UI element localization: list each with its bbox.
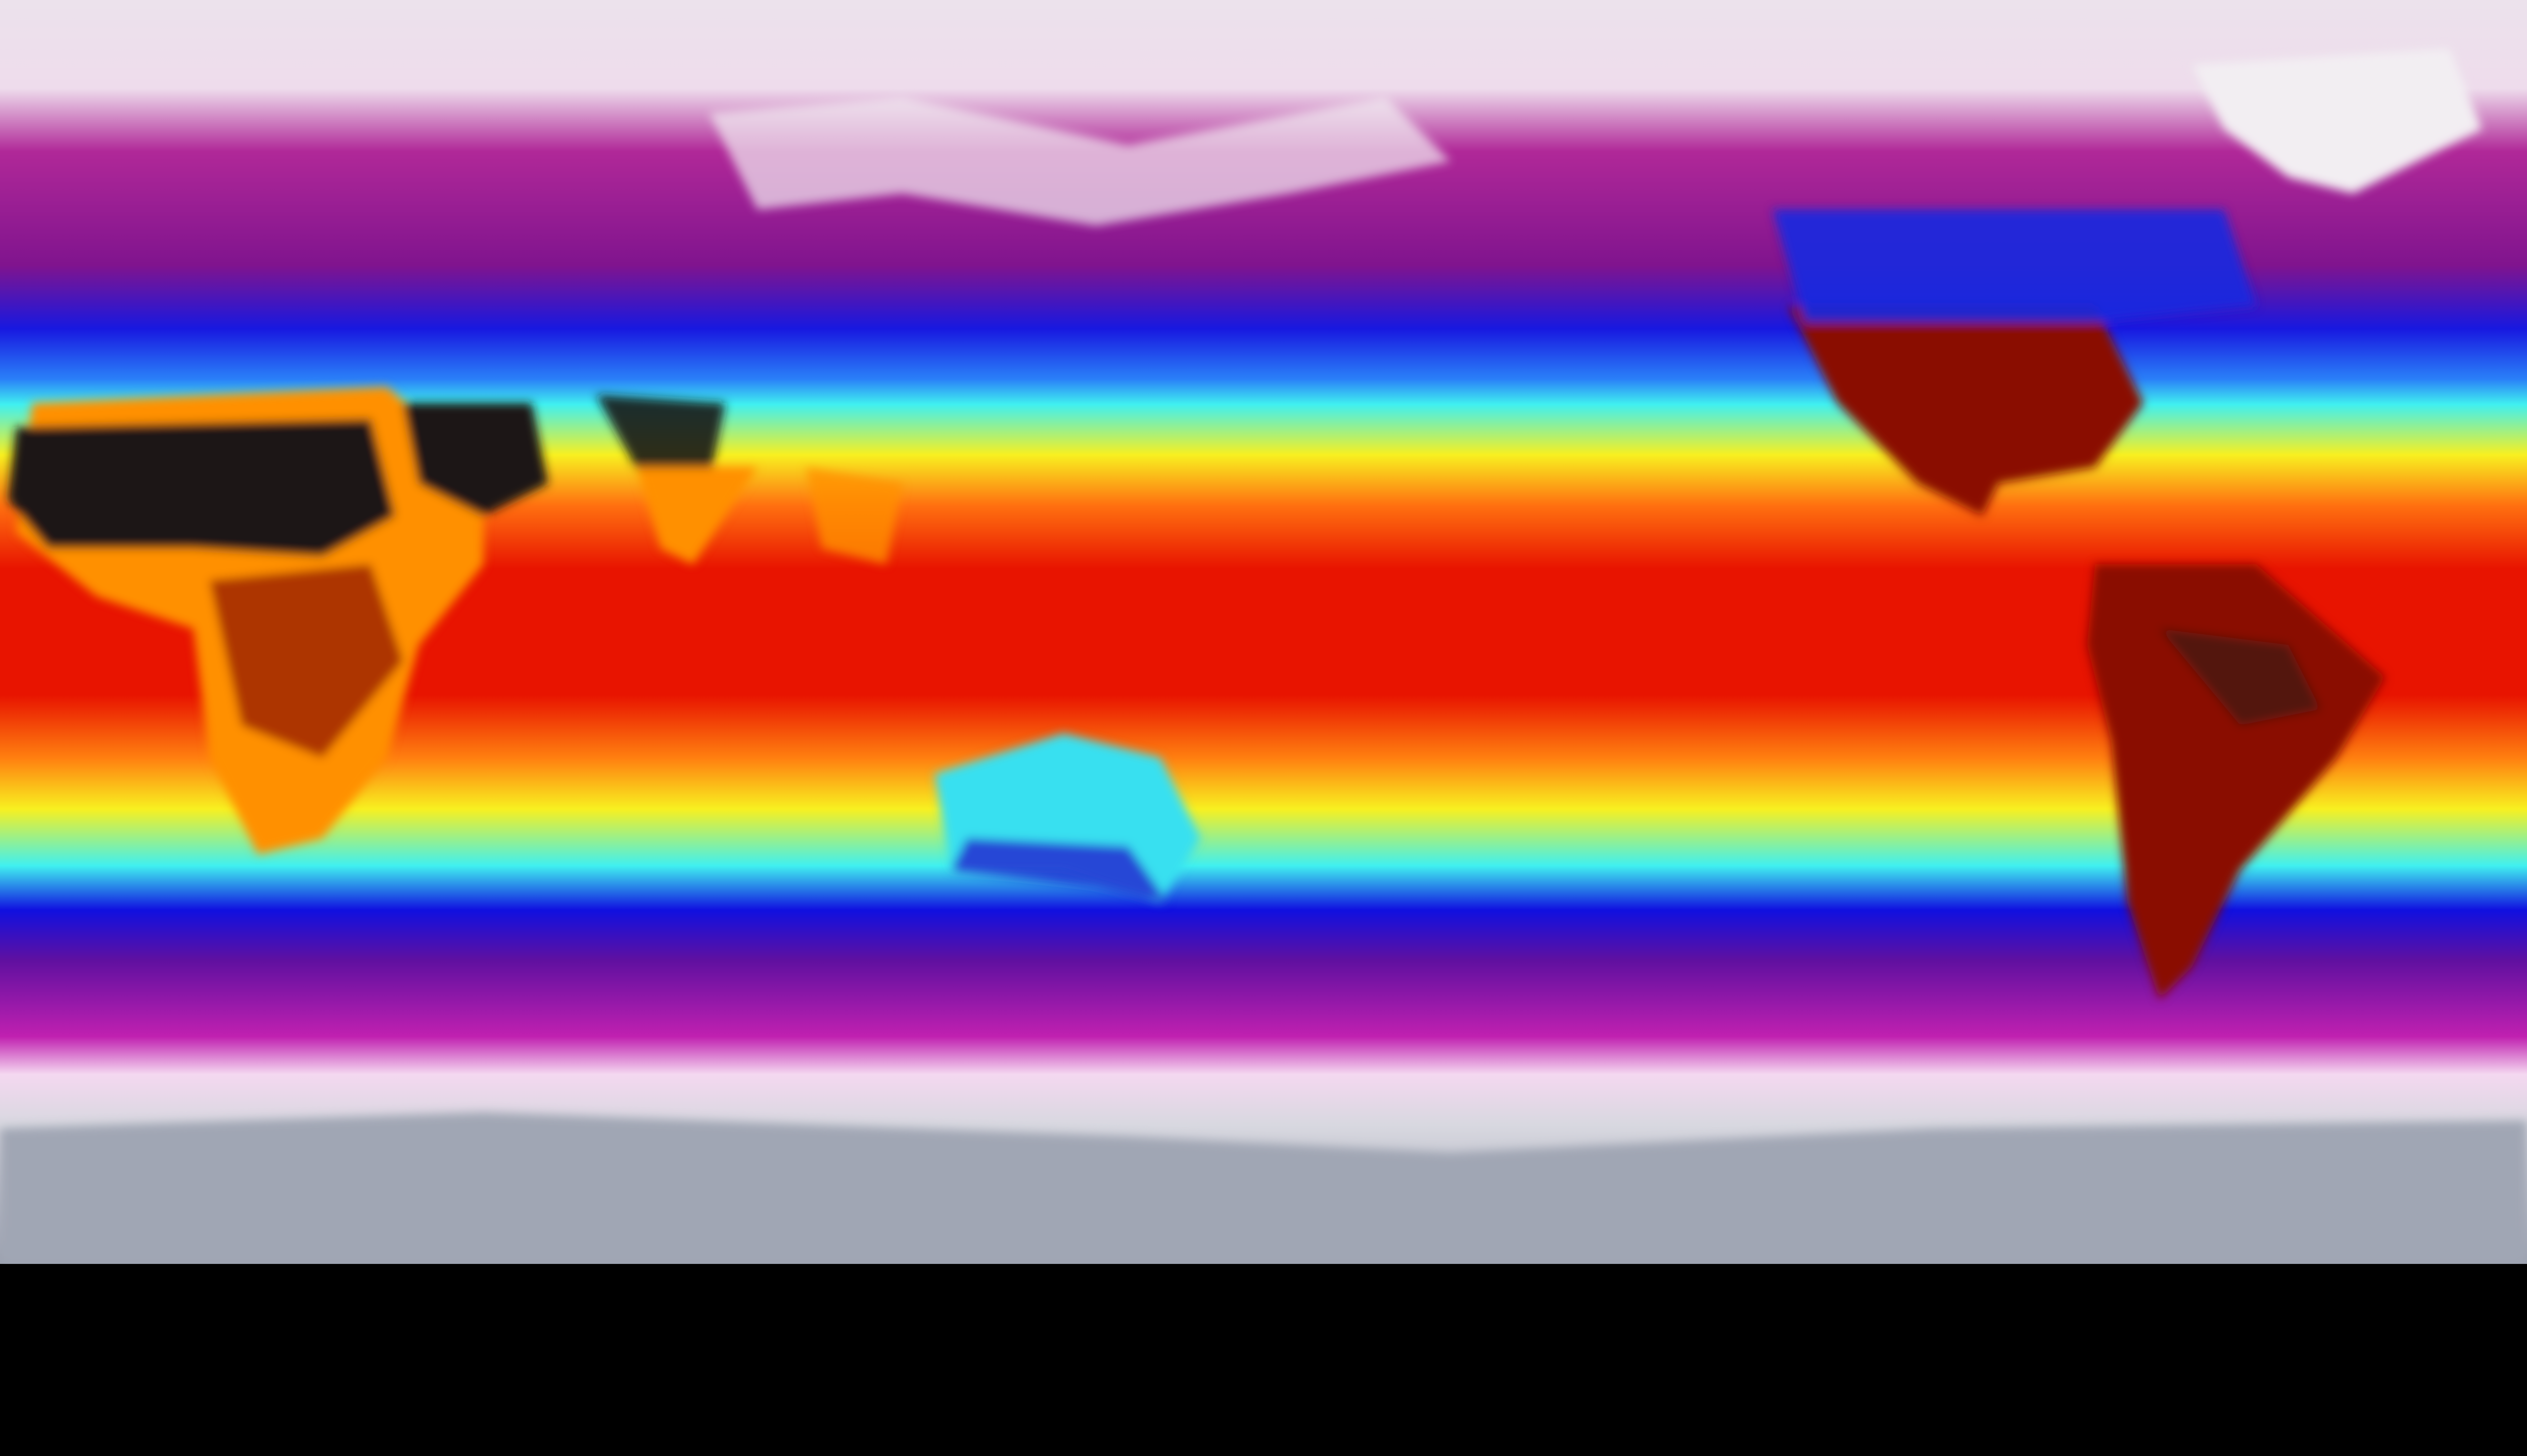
map-canvas <box>0 0 2527 1264</box>
sahara <box>8 419 395 556</box>
south-america <box>2087 564 2385 1000</box>
temperature-map <box>0 0 2527 1264</box>
arabia <box>403 403 548 516</box>
indochina <box>806 467 903 565</box>
canada <box>1772 209 2257 322</box>
greenland-ice <box>2191 48 2482 194</box>
iran-india <box>596 395 725 484</box>
amazon <box>2159 629 2321 726</box>
central-africa <box>209 564 403 758</box>
australia-south <box>951 838 1168 903</box>
north-america <box>1789 306 2144 516</box>
india <box>636 467 758 565</box>
siberia-ice <box>709 97 1450 226</box>
antarctica <box>0 1112 2527 1264</box>
